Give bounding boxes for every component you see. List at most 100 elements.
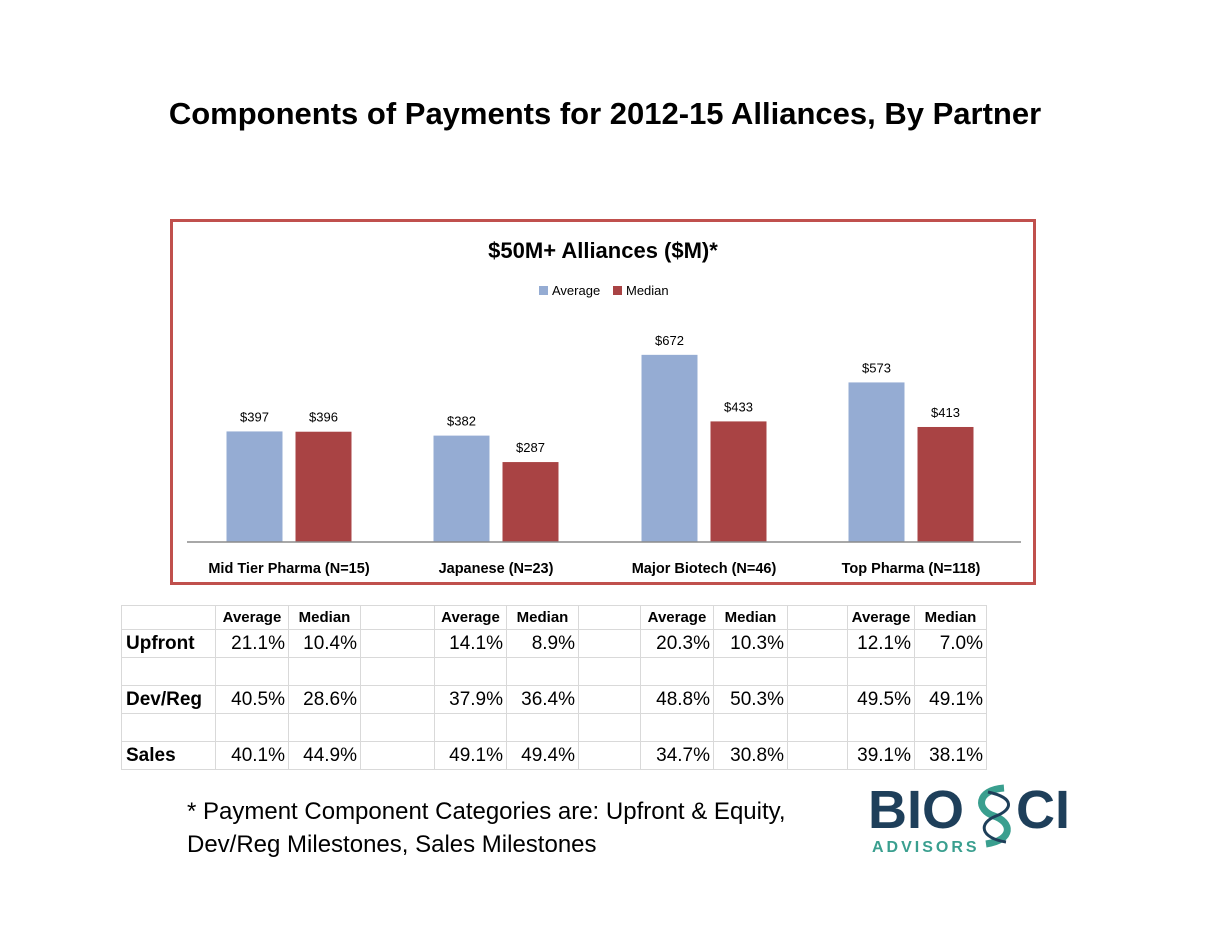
spacer-cell [360, 741, 435, 770]
spacer-cell [787, 629, 848, 658]
spacer-cell [787, 741, 848, 770]
column-header: Median [713, 605, 788, 630]
bar-median-japanese [502, 462, 559, 542]
spacer-cell [121, 713, 216, 742]
median-cell: 7.0% [914, 629, 987, 658]
bar-average-mid [226, 431, 283, 542]
biosci-advisors-logo: BIO CI ADVISORS [868, 780, 1070, 856]
chart-frame: $50M+ Alliances ($M)* Average Median $397… [170, 219, 1036, 585]
x-tick-label: Top Pharma (N=118) [842, 561, 981, 577]
average-cell: 12.1% [847, 629, 915, 658]
data-label-average-major: $672 [655, 333, 684, 348]
table-spacer-row [121, 713, 987, 742]
x-axis-labels: Mid Tier Pharma (N=15) Japanese (N=23) Maj… [208, 561, 980, 577]
spacer-cell [787, 605, 848, 630]
average-cell: 21.1% [215, 629, 289, 658]
spacer-cell [506, 713, 579, 742]
spacer-cell [215, 713, 289, 742]
spacer-cell [787, 685, 848, 714]
chart-legend: Average Median [539, 283, 669, 298]
median-cell: 50.3% [713, 685, 788, 714]
median-cell: 36.4% [506, 685, 579, 714]
average-cell: 40.5% [215, 685, 289, 714]
spacer-cell [640, 657, 714, 686]
spacer-cell [847, 713, 915, 742]
data-label-median-japanese: $287 [516, 440, 545, 455]
median-cell: 30.8% [713, 741, 788, 770]
column-header: Average [434, 605, 507, 630]
median-cell: 10.4% [288, 629, 361, 658]
table-header-row: Average Median Average Median Average Median A… [121, 605, 987, 630]
spacer-cell [578, 605, 641, 630]
x-tick-label: Japanese (N=23) [439, 561, 554, 577]
legend-label-average: Average [552, 283, 600, 298]
bar-average-japanese [433, 435, 490, 542]
average-cell: 49.5% [847, 685, 915, 714]
spacer-cell [360, 657, 435, 686]
average-cell: 20.3% [640, 629, 714, 658]
spacer-cell [787, 657, 848, 686]
data-label-median-major: $433 [724, 399, 753, 414]
bar-average-major [641, 354, 698, 542]
column-header: Median [288, 605, 361, 630]
spacer-cell [215, 657, 289, 686]
column-header: Average [847, 605, 915, 630]
median-cell: 8.9% [506, 629, 579, 658]
legend-label-median: Median [626, 283, 669, 298]
spacer-cell [713, 713, 788, 742]
table-corner-cell [121, 605, 216, 630]
spacer-cell [434, 713, 507, 742]
bar-chart: $50M+ Alliances ($M)* Average Median $397… [187, 238, 1021, 577]
table-row: Sales 40.1% 44.9% 49.1% 49.4% 34.7% 30.8% 39.1%… [121, 741, 987, 770]
column-header: Median [506, 605, 579, 630]
average-cell: 37.9% [434, 685, 507, 714]
median-cell: 38.1% [914, 741, 987, 770]
average-cell: 49.1% [434, 741, 507, 770]
spacer-cell [360, 629, 435, 658]
svg-text:CI: CI [1016, 780, 1070, 840]
spacer-cell [787, 713, 848, 742]
average-cell: 48.8% [640, 685, 714, 714]
average-cell: 39.1% [847, 741, 915, 770]
column-header: Average [640, 605, 714, 630]
chart-title: $50M+ Alliances ($M)* [488, 238, 718, 263]
column-header: Median [914, 605, 987, 630]
median-cell: 44.9% [288, 741, 361, 770]
spacer-cell [914, 713, 987, 742]
bar-average-top [848, 382, 905, 542]
median-cell: 28.6% [288, 685, 361, 714]
column-header: Average [215, 605, 289, 630]
spacer-cell [578, 685, 641, 714]
spacer-cell [578, 741, 641, 770]
svg-text:ADVISORS: ADVISORS [872, 839, 980, 856]
spacer-cell [578, 629, 641, 658]
legend-swatch-median [613, 286, 622, 295]
spacer-cell [578, 657, 641, 686]
payment-components-table: Average Median Average Median Average Median A… [121, 605, 987, 770]
average-cell: 34.7% [640, 741, 714, 770]
svg-text:BIO: BIO [868, 780, 964, 840]
data-label-average-mid: $397 [240, 409, 269, 424]
table-row: Dev/Reg 40.5% 28.6% 37.9% 36.4% 48.8% 50.3% 49.… [121, 685, 987, 714]
row-label: Upfront [121, 629, 216, 658]
footnote-line-1: * Payment Component Categories are: Upfr… [187, 798, 786, 825]
average-cell: 14.1% [434, 629, 507, 658]
row-label: Sales [121, 741, 216, 770]
bar-median-top [917, 426, 974, 542]
table-spacer-row [121, 657, 987, 686]
spacer-cell [360, 713, 435, 742]
x-tick-label: Mid Tier Pharma (N=15) [208, 561, 369, 577]
data-label-average-japanese: $382 [447, 414, 476, 429]
x-tick-label: Major Biotech (N=46) [632, 561, 777, 577]
page-title: Components of Payments for 2012-15 Allia… [168, 96, 1042, 131]
data-label-median-top: $413 [931, 405, 960, 420]
bar-median-major [710, 421, 767, 542]
bar-median-mid [295, 431, 352, 542]
spacer-cell [914, 657, 987, 686]
average-cell: 40.1% [215, 741, 289, 770]
row-label: Dev/Reg [121, 685, 216, 714]
spacer-cell [847, 657, 915, 686]
data-label-average-top: $573 [862, 360, 891, 375]
footnote-line-2: Dev/Reg Milestones, Sales Milestones [187, 831, 597, 858]
spacer-cell [288, 657, 361, 686]
